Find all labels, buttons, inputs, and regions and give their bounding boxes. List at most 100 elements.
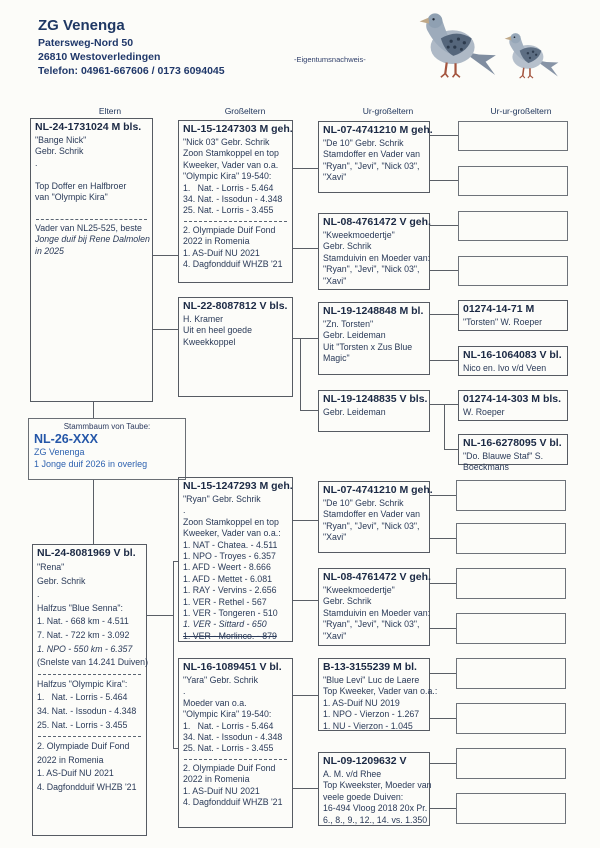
pedigree-box-grandfather-paternal: NL-15-1247303 M geh. "Nick 03" Gebr. Sch… — [178, 120, 293, 283]
connector-line — [293, 168, 318, 170]
pedigree-box-grandmother-paternal: NL-22-8087812 V bls. H. Kramer Uit en hee… — [178, 297, 293, 397]
ring-number: 01274-14-71 M — [463, 303, 535, 315]
box-lines: Gebr. Leideman — [323, 407, 386, 417]
empty-ancestor-box — [456, 658, 566, 689]
pedigree-box-ggf-3: NL-07-4741210 M geh. "De 10" Gebr. Schri… — [318, 481, 433, 553]
subject-label: Stammbaum von Taube: — [63, 422, 151, 431]
connector-line — [430, 180, 458, 182]
empty-ancestor-box — [458, 121, 568, 151]
ring-number: NL-09-1209632 V — [323, 755, 407, 767]
connector-line — [293, 520, 318, 522]
box-lines: "Torsten" W. Roeper — [463, 317, 543, 327]
box-lines: "Bange Nick" Gebr. Schrik. Top Doffer en … — [35, 135, 150, 256]
empty-ancestor-box — [456, 523, 566, 554]
column-header-ur-grosseltern: Ur-großeltern — [362, 106, 414, 116]
empty-ancestor-box — [456, 480, 566, 511]
box-lines: "Yara" Gebr. Schrik. Moeder van o.a. "Olym… — [183, 675, 288, 808]
box-lines: "De 10" Gebr. Schrik Stamdoffer en Vader … — [323, 138, 420, 183]
connector-line — [444, 449, 458, 451]
pigeon-image-large — [419, 13, 496, 78]
ring-number: NL-07-4741210 M geh. — [323, 484, 433, 496]
pigeon-image-small — [504, 33, 559, 79]
pedigree-box-ggf-1: NL-07-4741210 M geh. "De 10" Gebr. Schri… — [318, 121, 433, 193]
box-lines: A. M. v/d Rhee Top Kweekster, Moeder van v… — [323, 769, 432, 825]
owner-address-street: Patersweg-Nord 50 — [38, 37, 134, 49]
connector-line — [173, 561, 175, 748]
empty-ancestor-box — [458, 211, 568, 241]
connector-line — [430, 628, 456, 630]
ring-number: NL-07-4741210 M geh. — [323, 124, 433, 136]
box-lines: W. Roeper — [463, 407, 505, 417]
subject-note: 1 Jonge duif 2026 in overleg — [34, 458, 148, 469]
ring-number: NL-16-1064083 V bl. — [463, 349, 562, 361]
box-lines: "De 10" Gebr. Schrik Stamdoffer en Vader … — [323, 498, 420, 543]
owner-header: ZG Venenga Patersweg-Nord 50 26810 Westo… — [38, 16, 225, 78]
connector-line — [430, 495, 456, 497]
empty-ancestor-box — [458, 256, 568, 286]
connector-line — [430, 763, 456, 765]
box-lines: "Rena" Gebr. Schrik. Halfzus "Blue Senna":… — [37, 562, 149, 792]
owner-address-city: 26810 Westoverledingen — [38, 51, 161, 63]
box-lines: "Kweekmoedertje" Gebr. Schrik Stamduivin e… — [323, 585, 431, 641]
subject-box: Stammbaum von Taube: NL-26-XXX ZG Veneng… — [28, 418, 186, 480]
pedigree-box-ggm-4: NL-09-1209632 V A. M. v/d Rhee Top Kweeks… — [318, 752, 432, 826]
connector-line — [293, 788, 318, 790]
connector-line — [430, 135, 458, 137]
connector-line — [430, 808, 456, 810]
box-lines: H. Kramer Uit en heel goede Kweekkoppel — [183, 314, 252, 347]
box-lines: "Blue Levi" Luc de Laere Top Kweeker, Vad… — [323, 675, 438, 731]
connector-line — [300, 338, 302, 411]
connector-line — [93, 480, 95, 544]
connector-line — [430, 225, 458, 227]
pedigree-box-grandfather-maternal: NL-15-1247293 M geh. "Ryan" Gebr. Schrik… — [178, 477, 293, 642]
pedigree-box-ggm-3: NL-08-4761472 V geh. "Kweekmoedertje" Geb… — [318, 568, 431, 646]
connector-line — [173, 748, 178, 750]
box-lines: "Nick 03" Gebr. Schrik Zoon Stamkoppel en… — [183, 137, 288, 270]
box-lines: "Zn. Torsten" Gebr. Leideman Uit "Torsten … — [323, 319, 413, 364]
ring-number: NL-19-1248835 V bls. — [323, 393, 428, 405]
connector-line — [430, 673, 456, 675]
connector-line — [293, 248, 318, 250]
pedigree-box-gggp-veen: NL-16-1064083 V bl. Nico en. Ivo v/d Vee… — [458, 346, 568, 376]
pedigree-box-ggf-4: B-13-3155239 M bl. "Blue Levi" Luc de La… — [318, 658, 438, 731]
pedigree-box-ggm-2: NL-19-1248835 V bls. Gebr. Leideman — [318, 390, 430, 432]
connector-line — [147, 615, 173, 617]
connector-line — [430, 583, 456, 585]
ring-number: NL-22-8087812 V bls. — [183, 300, 288, 312]
empty-ancestor-box — [456, 793, 566, 824]
owner-phone: Telefon: 04961-667606 / 0173 6094045 — [38, 65, 225, 77]
connector-line — [293, 695, 318, 697]
pedigree-box-father: NL-24-1731024 M bls. "Bange Nick" Gebr. S… — [30, 118, 153, 402]
ring-number: NL-08-4761472 V geh. — [323, 216, 431, 228]
connector-line — [430, 360, 458, 362]
connector-line — [430, 538, 456, 540]
ring-number: NL-16-6278095 V bl. — [463, 437, 562, 449]
box-lines: "Do. Blauwe Staf" S. Boeckmans — [463, 451, 544, 473]
ring-number: 01274-14-303 M bls. — [463, 393, 562, 405]
box-lines: "Ryan" Gebr. Schrik. Zoon Stamkoppel en t… — [183, 494, 281, 641]
pedigree-box-grandmother-maternal: NL-16-1089451 V bl. "Yara" Gebr. Schrik.… — [178, 658, 293, 828]
connector-line — [430, 314, 458, 316]
pedigree-box-gggp-roeper: 01274-14-303 M bls. W. Roeper — [458, 390, 568, 421]
empty-ancestor-box — [456, 748, 566, 779]
column-header-grosseltern: Großeltern — [224, 106, 266, 116]
empty-ancestor-box — [456, 613, 566, 644]
pedigree-box-gggp-torsten: 01274-14-71 M "Torsten" W. Roeper — [458, 300, 568, 331]
connector-line — [173, 561, 178, 563]
connector-line — [300, 410, 318, 412]
ring-number: NL-24-1731024 M bls. — [35, 121, 142, 133]
pedigree-box-ggm-1: NL-08-4761472 V geh. "Kweekmoedertje" Geb… — [318, 213, 431, 290]
subject-owner: ZG Venenga — [34, 447, 85, 457]
empty-ancestor-box — [458, 166, 568, 196]
ring-number: B-13-3155239 M bl. — [323, 661, 417, 673]
pedigree-box-ggf-2: NL-19-1248848 M bl. "Zn. Torsten" Gebr. L… — [318, 302, 430, 375]
column-header-ur-ur-grosseltern: Ur-ur-großeltern — [490, 106, 552, 116]
pedigree-box-gggp-blauwe-staf: NL-16-6278095 V bl. "Do. Blauwe Staf" S.… — [458, 434, 568, 472]
ring-number: NL-16-1089451 V bl. — [183, 661, 282, 673]
connector-line — [293, 600, 318, 602]
ring-number: NL-15-1247293 M geh. — [183, 480, 293, 492]
pedigree-box-mother: NL-24-8081969 V bl. "Rena" Gebr. Schrik. H… — [32, 544, 149, 836]
box-lines: "Kweekmoedertje" Gebr. Schrik Stamduivin e… — [323, 230, 431, 286]
connector-line — [430, 270, 458, 272]
